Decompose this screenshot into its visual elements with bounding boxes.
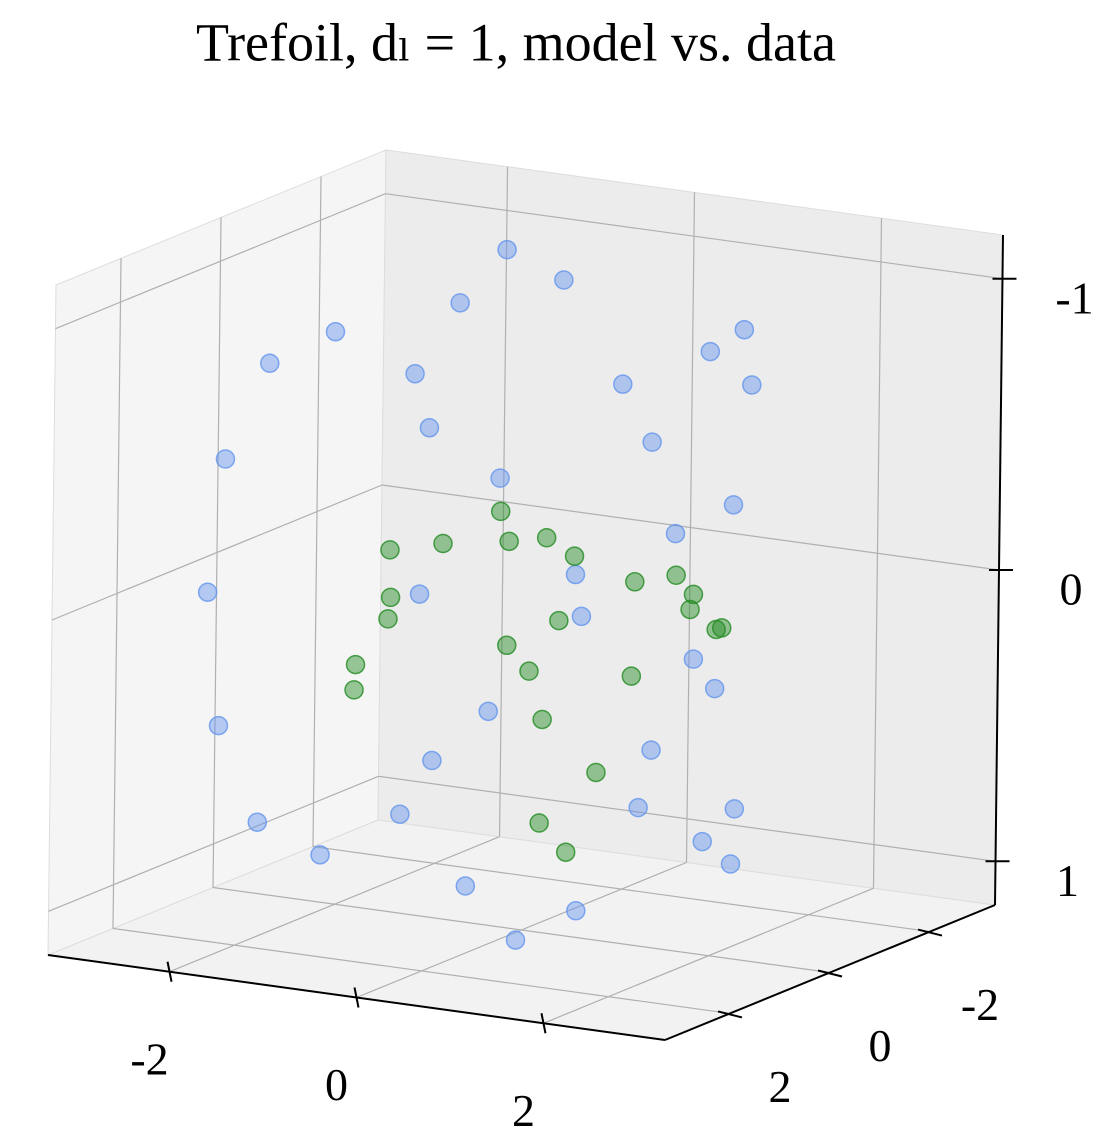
data-point xyxy=(724,799,745,819)
grid-line xyxy=(385,193,1003,280)
grid-line xyxy=(112,927,731,1015)
data-point xyxy=(706,619,726,640)
data-point xyxy=(390,804,410,824)
data-point xyxy=(197,582,218,602)
grid-line xyxy=(381,484,1000,571)
data-point xyxy=(208,715,229,736)
data-point xyxy=(704,678,725,699)
grid-line xyxy=(312,845,931,933)
data-point xyxy=(405,363,425,384)
chart-title: Trefoil, dₗ = 1, model vs. data xyxy=(196,12,836,72)
data-point xyxy=(621,666,642,686)
data-point xyxy=(666,565,686,586)
data-point xyxy=(554,270,574,290)
y-tick-label: 2 xyxy=(769,1061,792,1112)
data-point xyxy=(380,540,400,560)
data-point xyxy=(490,468,510,488)
grid-line xyxy=(51,484,383,621)
y-tick-label: -2 xyxy=(961,979,999,1030)
z-tick-label: 1 xyxy=(1056,855,1079,906)
data-point xyxy=(419,418,440,438)
data-point xyxy=(310,845,330,865)
data-point xyxy=(378,609,398,629)
data-point xyxy=(683,584,704,605)
data-point xyxy=(536,527,557,548)
data-point xyxy=(497,635,517,656)
data-point xyxy=(247,812,268,832)
data-point xyxy=(564,546,585,566)
axis-line xyxy=(994,234,1004,906)
data-point xyxy=(565,564,586,585)
data-point xyxy=(642,432,662,452)
data-point xyxy=(571,606,592,627)
data-point xyxy=(529,813,549,833)
y-tick-label: 0 xyxy=(869,1020,892,1071)
data-point xyxy=(505,930,526,950)
data-point xyxy=(455,876,476,896)
grid-line xyxy=(378,775,996,862)
data-point xyxy=(700,341,721,362)
data-point xyxy=(344,680,364,700)
data-point xyxy=(665,523,686,544)
data-point xyxy=(555,842,576,862)
data-point xyxy=(532,709,552,730)
axis-line xyxy=(47,954,666,1041)
data-point xyxy=(723,495,744,515)
data-point xyxy=(491,501,511,522)
data-point xyxy=(742,375,762,395)
data-point xyxy=(345,654,366,675)
x-tick-label: 2 xyxy=(512,1085,535,1136)
data-point xyxy=(409,584,430,604)
data-point xyxy=(433,533,453,554)
x-tick-label: -2 xyxy=(130,1033,168,1084)
data-point xyxy=(628,797,648,818)
data-point xyxy=(260,353,280,373)
z-tick-label: -1 xyxy=(1055,272,1093,323)
data-point xyxy=(380,587,401,608)
data-point xyxy=(566,901,586,921)
axis-line xyxy=(664,904,996,1041)
data-point xyxy=(450,293,470,313)
data-point xyxy=(215,449,236,469)
data-point xyxy=(549,610,569,631)
x-tick-label: 0 xyxy=(325,1059,348,1110)
data-point xyxy=(692,831,712,852)
data-point xyxy=(683,649,704,669)
data-point xyxy=(519,661,539,681)
z-tick-label: 0 xyxy=(1060,564,1083,615)
data-point xyxy=(497,239,517,260)
data-point xyxy=(325,321,346,342)
data-point xyxy=(478,701,499,722)
data-point xyxy=(720,854,741,874)
grid-line xyxy=(55,193,386,330)
data-point xyxy=(680,599,700,620)
data-point xyxy=(499,531,519,552)
data-point xyxy=(422,750,442,771)
data-point xyxy=(641,740,661,760)
data-point xyxy=(625,572,645,592)
grid-line xyxy=(48,775,379,912)
data-point xyxy=(586,762,606,783)
data-point xyxy=(734,319,755,340)
data-point xyxy=(613,374,633,394)
grid-line xyxy=(212,886,831,974)
